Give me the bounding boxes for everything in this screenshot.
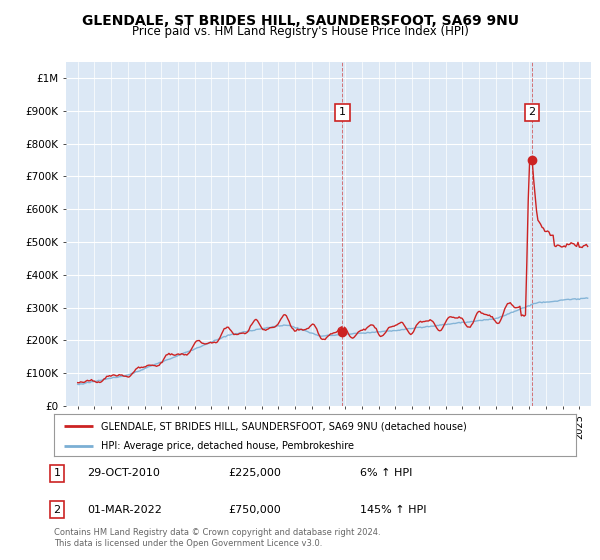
Text: 1: 1: [339, 108, 346, 118]
Text: 2: 2: [529, 108, 536, 118]
Text: Price paid vs. HM Land Registry's House Price Index (HPI): Price paid vs. HM Land Registry's House …: [131, 25, 469, 38]
Text: Contains HM Land Registry data © Crown copyright and database right 2024.
This d: Contains HM Land Registry data © Crown c…: [54, 528, 380, 548]
Text: GLENDALE, ST BRIDES HILL, SAUNDERSFOOT, SA69 9NU: GLENDALE, ST BRIDES HILL, SAUNDERSFOOT, …: [82, 14, 518, 28]
Text: 01-MAR-2022: 01-MAR-2022: [87, 505, 162, 515]
Text: 29-OCT-2010: 29-OCT-2010: [87, 468, 160, 478]
Text: GLENDALE, ST BRIDES HILL, SAUNDERSFOOT, SA69 9NU (detached house): GLENDALE, ST BRIDES HILL, SAUNDERSFOOT, …: [101, 421, 467, 431]
Text: £225,000: £225,000: [228, 468, 281, 478]
Text: HPI: Average price, detached house, Pembrokeshire: HPI: Average price, detached house, Pemb…: [101, 441, 354, 451]
Text: 145% ↑ HPI: 145% ↑ HPI: [360, 505, 427, 515]
Text: 2: 2: [53, 505, 61, 515]
Text: 1: 1: [53, 468, 61, 478]
Text: £750,000: £750,000: [228, 505, 281, 515]
Text: 6% ↑ HPI: 6% ↑ HPI: [360, 468, 412, 478]
